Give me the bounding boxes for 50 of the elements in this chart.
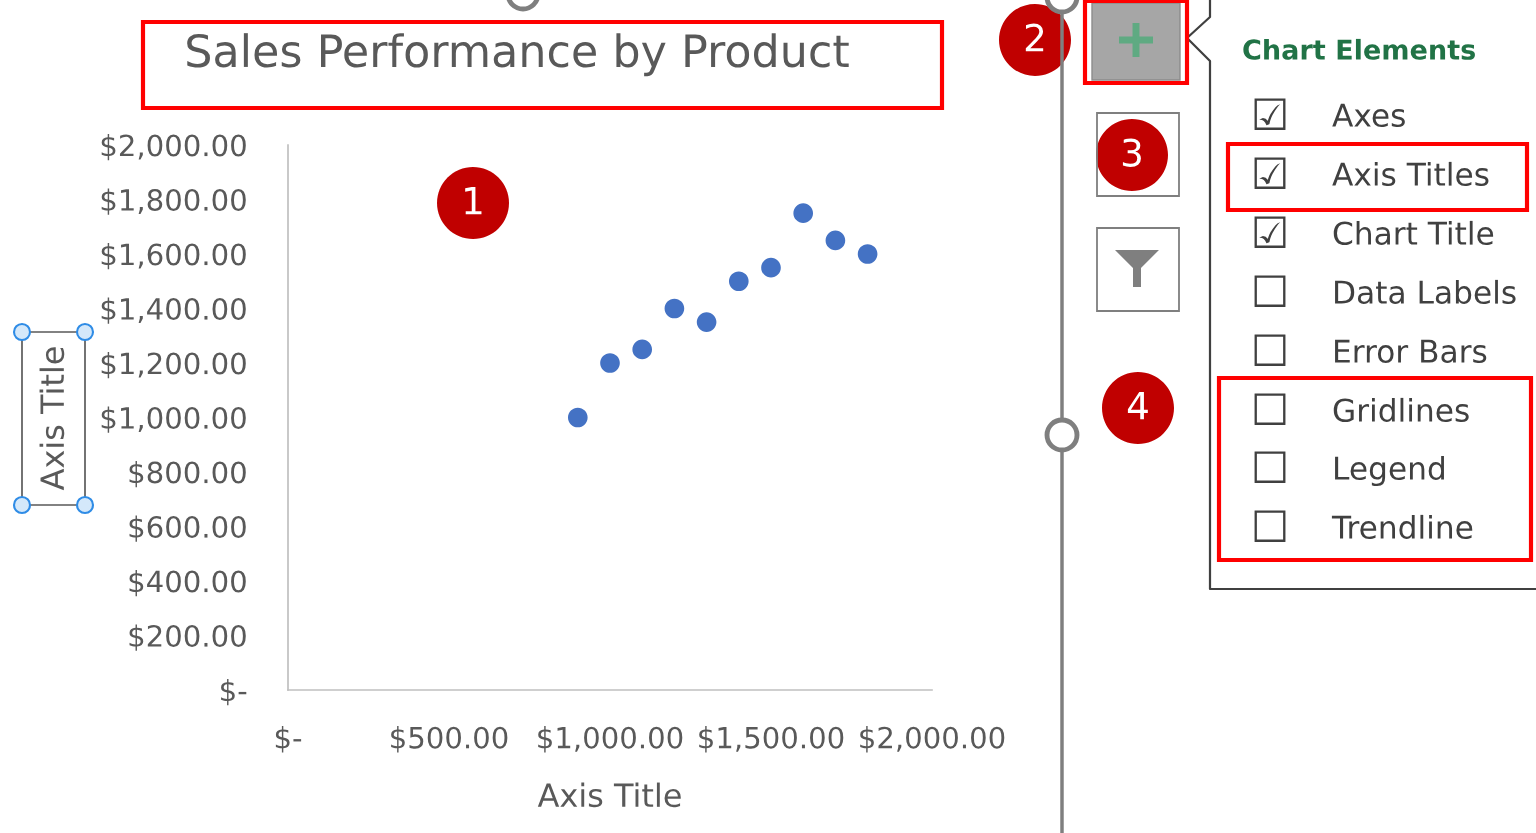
y-tick-label: $1,600.00 [101,242,246,270]
y-tick-label: $400.00 [129,569,246,597]
y-tick-label: $1,400.00 [101,297,246,324]
y-axis-title: Axis Title [39,347,65,491]
y-tick-label: $600.00 [129,515,246,542]
category-label: Chart Title [1333,220,1494,246]
y-tick-label: $800.00 [129,460,246,488]
x-axis-title: Axis Title [537,782,681,808]
y-tick-label: $1,800.00 [101,188,246,215]
category-label: Legend [1335,455,1444,487]
text: 2 [1025,23,1044,52]
y-tick-label: $200.00 [129,624,246,651]
point [857,244,878,264]
text: ☑ [1254,157,1286,189]
text: ☑ [1254,98,1286,130]
text: ☑ [1254,216,1286,248]
point [761,257,781,278]
point [696,312,717,332]
text: 4 [1127,392,1148,420]
category-label: Trendline [1331,514,1473,540]
chart-title: Sales Performance by Product [187,33,849,77]
text: ☐ [1254,393,1286,425]
y-tick-label: $2,000.00 [101,133,246,161]
point [664,298,685,319]
x-tick-label: $- [275,726,302,753]
x-tick-label: $1,500.00 [699,726,844,753]
y-tick-label: $1,200.00 [101,351,246,379]
category-label: Axes [1332,103,1405,128]
point [825,230,846,251]
point [567,407,588,428]
category-label: Error Bars [1335,339,1487,364]
annotation: 1 [465,187,482,215]
text: ☐ [1254,510,1286,542]
text: ☐ [1254,334,1286,366]
point [600,353,620,373]
x-tick-label: $1,000.00 [538,726,683,753]
text: ☐ [1254,275,1286,307]
text: ☐ [1254,451,1286,483]
y-tick-label: $- [221,678,247,706]
category-label: Axis Titles [1332,161,1489,187]
x-tick-label: $2,000.00 [860,726,1005,753]
point [793,203,814,223]
text: Chart Elements [1243,38,1475,60]
category-label: Gridlines [1333,397,1469,423]
point [728,271,749,292]
category-label: Data Labels [1335,279,1516,305]
text: 3 [1122,138,1141,167]
x-tick-label: $500.00 [391,726,508,753]
y-tick-label: $1,000.00 [101,406,246,433]
point [632,339,653,360]
